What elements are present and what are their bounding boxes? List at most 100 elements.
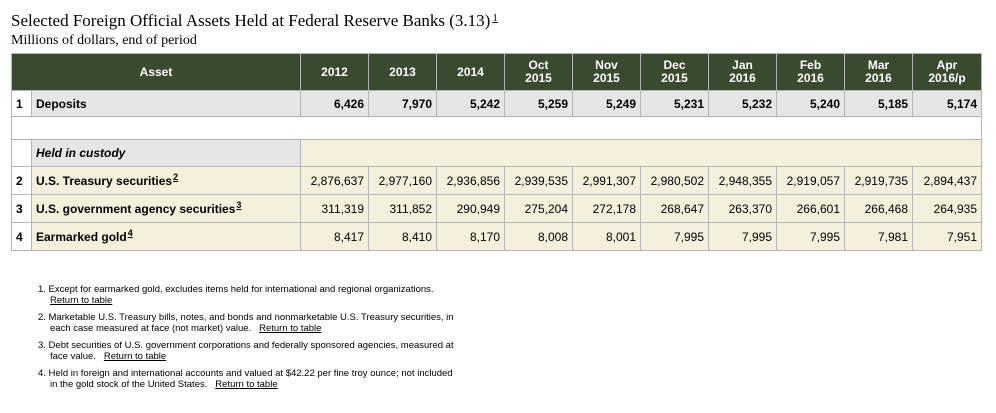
column-header-period: Dec 2015 — [640, 53, 709, 91]
table-cell-value: 7,995 — [708, 222, 777, 251]
footnote-text: 4. Held in foreign and international acc… — [38, 368, 453, 379]
table-cell-value: 266,601 — [776, 194, 845, 223]
column-header-line2: 2016/p — [928, 71, 966, 85]
table-row: 3 U.S. government agency securities3 311,3… — [11, 194, 982, 223]
column-header-period: 2014 — [436, 53, 505, 91]
table-cell-value: 7,995 — [776, 222, 845, 251]
table-cell-value: 2,876,637 — [300, 166, 369, 195]
column-header-line2: 2015 — [525, 71, 552, 85]
column-header-line1: 2014 — [457, 64, 484, 79]
footnote-text: 2. Marketable U.S. Treasury bills, notes… — [38, 312, 454, 323]
footnote-text-line2: each case measured at face (not market) … — [50, 323, 252, 334]
column-header-line1: Nov — [595, 58, 618, 72]
column-header-line2: 2016 — [797, 71, 824, 85]
column-header-line1: Jan — [732, 58, 753, 72]
footnote-link[interactable]: 2 — [173, 171, 179, 182]
row-label-text: U.S. government agency securities — [36, 201, 236, 216]
table-cell-value: 272,178 — [572, 194, 641, 223]
table-cell-value: 268,647 — [640, 194, 709, 223]
table-cell-value: 263,370 — [708, 194, 777, 223]
table-cell-value: 8,001 — [572, 222, 641, 251]
row-index: 4 — [11, 222, 32, 251]
section-label-held-in-custody: Held in custody — [31, 139, 301, 167]
page-title-text: Selected Foreign Official Assets Held at… — [11, 11, 491, 30]
table-cell-value: 290,949 — [436, 194, 505, 223]
table-cell-value: 7,995 — [640, 222, 709, 251]
table-cell-value: 5,259 — [504, 90, 573, 117]
footnote-text-continued: Return to table — [38, 295, 538, 306]
title-footnote-link[interactable]: 1 — [492, 12, 498, 24]
footnote-link[interactable]: 3 — [236, 199, 242, 210]
table-cell-value: 2,919,057 — [776, 166, 845, 195]
row-label-text: Earmarked gold — [36, 229, 127, 244]
row-index: 2 — [11, 166, 32, 195]
table-cell-value: 264,935 — [912, 194, 982, 223]
row-label-text: U.S. Treasury securities — [36, 173, 173, 188]
table-cell-value: 2,919,735 — [844, 166, 913, 195]
column-header-line1: Dec — [663, 58, 686, 72]
footnote-text-continued: each case measured at face (not market) … — [38, 323, 538, 334]
table-cell-value: 5,185 — [844, 90, 913, 117]
column-header-period: Apr 2016/p — [912, 53, 982, 91]
column-header-line1: Oct — [528, 58, 549, 72]
footnote-item: 4. Held in foreign and international acc… — [38, 368, 538, 390]
table-spacer-row — [11, 116, 982, 140]
footnote-text-continued: face value. Return to table — [38, 351, 538, 362]
page-title: Selected Foreign Official Assets Held at… — [11, 11, 498, 31]
table-cell-value: 7,981 — [844, 222, 913, 251]
table-section-header-custody: Held in custody — [11, 139, 982, 167]
column-header-line1: Feb — [799, 58, 822, 72]
footnote-text-line2: in the gold stock of the United States. — [50, 379, 208, 390]
column-header-period: Jan 2016 — [708, 53, 777, 91]
table-cell-value: 5,242 — [436, 90, 505, 117]
footnote-text: 1. Except for earmarked gold, excludes i… — [38, 284, 434, 295]
footnote-text-line2: face value. — [50, 351, 96, 362]
table-cell-value: 2,939,535 — [504, 166, 573, 195]
return-to-table-link[interactable]: Return to table — [103, 351, 167, 362]
row-index-empty — [11, 139, 32, 167]
table-cell-value: 8,008 — [504, 222, 573, 251]
column-header-period: 2012 — [300, 53, 369, 91]
table-row-deposits: 1 Deposits 6,426 7,970 5,242 5,259 5,249 5,23… — [11, 90, 982, 117]
column-header-period: Feb 2016 — [776, 53, 845, 91]
table-cell-value: 311,319 — [300, 194, 369, 223]
table-cell-value: 266,468 — [844, 194, 913, 223]
table-cell-value: 8,170 — [436, 222, 505, 251]
table-cell-value: 2,991,307 — [572, 166, 641, 195]
table-cell-value: 5,240 — [776, 90, 845, 117]
table-row: 4 Earmarked gold4 8,417 8,410 8,170 8,008 8,00… — [11, 222, 982, 251]
table-cell-value: 2,936,856 — [436, 166, 505, 195]
footnote-link[interactable]: 4 — [127, 227, 133, 238]
table-cell-value: 2,894,437 — [912, 166, 982, 195]
column-header-asset: Asset — [11, 53, 301, 91]
table-header-row: Asset 2012 2013 2014 Oct 2015 Nov 2015 Dec 2015 J… — [11, 53, 982, 91]
return-to-table-link[interactable]: Return to table — [215, 379, 278, 390]
footnote-item: 1. Except for earmarked gold, excludes i… — [38, 284, 538, 306]
column-header-period: 2013 — [368, 53, 437, 91]
row-label: U.S. Treasury securities2 — [31, 166, 301, 195]
table-cell-value: 311,852 — [368, 194, 437, 223]
table-cell-value: 7,970 — [368, 90, 437, 117]
row-index: 3 — [11, 194, 32, 223]
footnote-item: 2. Marketable U.S. Treasury bills, notes… — [38, 312, 538, 334]
column-header-line2: 2016 — [865, 71, 892, 85]
column-header-line2: 2016 — [729, 71, 756, 85]
column-header-period: Nov 2015 — [572, 53, 641, 91]
row-label: U.S. government agency securities3 — [31, 194, 301, 223]
column-header-line2: 2015 — [661, 71, 688, 85]
footnotes: 1. Except for earmarked gold, excludes i… — [38, 284, 538, 396]
return-to-table-link[interactable]: Return to table — [259, 323, 322, 334]
table-row: 2 U.S. Treasury securities2 2,876,637 2,977… — [11, 166, 982, 195]
row-index: 1 — [11, 90, 32, 117]
footnote-text-continued: in the gold stock of the United States. … — [38, 379, 538, 390]
column-header-period: Mar 2016 — [844, 53, 913, 91]
table-cell-value: 275,204 — [504, 194, 573, 223]
return-to-table-link[interactable]: Return to table — [50, 295, 113, 306]
footnote-item: 3. Debt securities of U.S. government co… — [38, 340, 538, 362]
spacer-cell — [11, 116, 982, 140]
table-cell-value: 7,951 — [912, 222, 982, 251]
column-header-line1: Mar — [867, 58, 890, 72]
column-header-line2: 2015 — [593, 71, 620, 85]
column-header-line1: 2012 — [321, 64, 348, 79]
page-subtitle: Millions of dollars, end of period — [11, 33, 197, 48]
